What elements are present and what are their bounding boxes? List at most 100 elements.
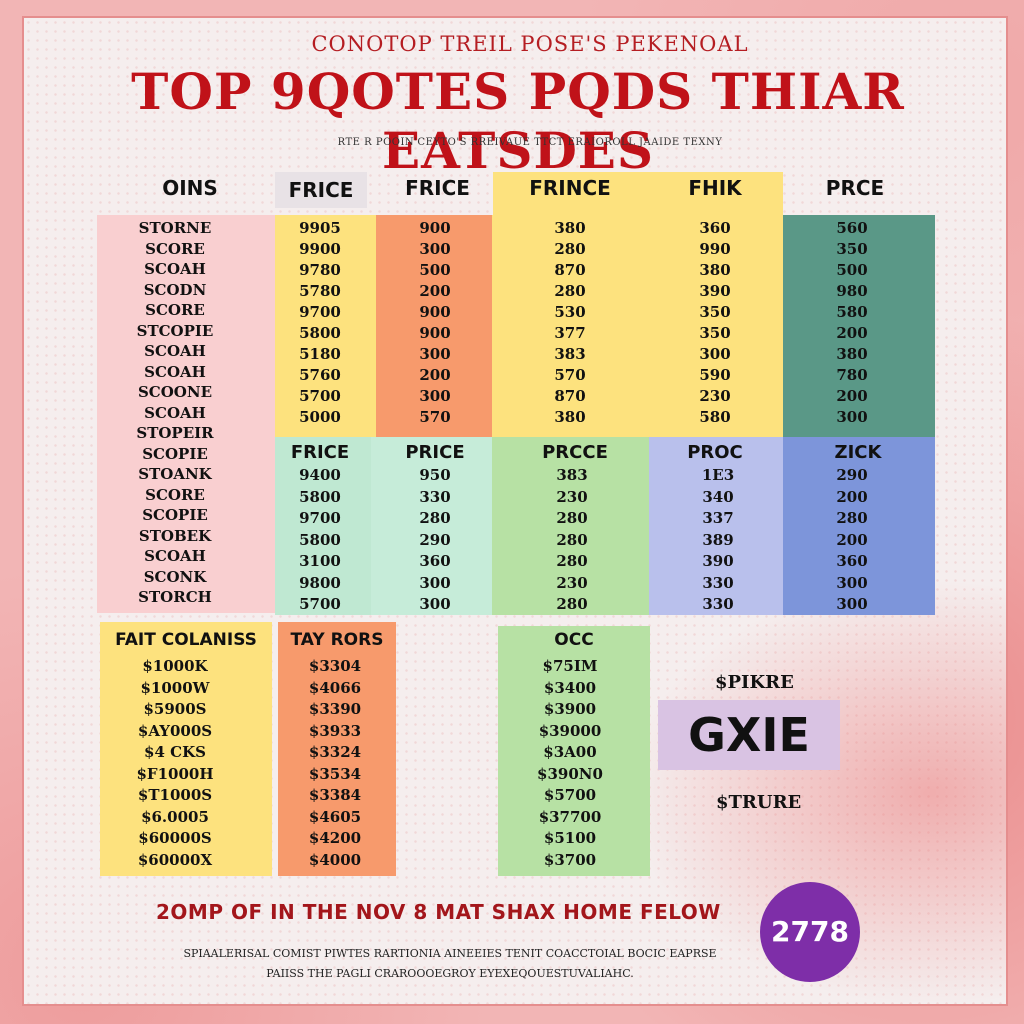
name-cell: SCOONE: [137, 383, 213, 401]
name-cell: SCOPIE: [142, 506, 208, 524]
value-cell: 780: [836, 366, 868, 384]
value-cell: 330: [702, 595, 734, 613]
value-cell: 360: [699, 219, 731, 237]
value-cell: $4 CKS: [144, 743, 206, 761]
upper-column-1: 9905 9900 9780 5780 9700 5800 5180 5760 5700 5000: [280, 218, 360, 428]
bottom-yellow-block: [100, 622, 272, 876]
value-cell: 383: [554, 345, 586, 363]
bottom-green-header: OCC: [554, 630, 594, 650]
value-cell: 900: [419, 219, 451, 237]
value-cell: 300: [419, 595, 451, 613]
value-cell: $3933: [308, 721, 362, 740]
name-cell: STCOPIE: [136, 321, 214, 340]
value-cell: 3100: [299, 552, 341, 570]
bottom-yellow-header: FAIT COLANISS: [115, 630, 257, 650]
value-cell: 230: [699, 387, 731, 405]
value-cell: $75IM: [542, 657, 598, 675]
footer-fine-line-1: SPIAALERISAL COMIST PIWTES RARTIONIA AIN…: [183, 947, 717, 960]
lower-header-3: PRCCE: [542, 442, 608, 463]
lower-column-4: 1E3 340 337 389 390 330 330: [678, 465, 758, 616]
value-cell: 390: [702, 552, 734, 570]
value-cell: $3384: [308, 786, 362, 804]
value-cell: $3700: [543, 850, 597, 869]
value-cell: 290: [419, 530, 451, 549]
lower-column-1: 9400 5800 9700 5800 3100 9800 5700: [280, 465, 360, 616]
value-cell: $4066: [308, 678, 362, 697]
value-cell: 560: [836, 219, 868, 237]
footer-headline: 2OMP OF IN THE NOV 8 MAT SHAX HOME FELOW: [156, 900, 721, 924]
value-cell: 390: [699, 282, 731, 300]
value-cell: 280: [554, 282, 586, 300]
value-cell: 200: [419, 366, 451, 384]
value-cell: 350: [699, 324, 731, 342]
header-yellow-band: [493, 172, 783, 216]
value-cell: 9800: [299, 573, 341, 592]
block-yellow-2: [492, 215, 783, 437]
value-cell: 300: [419, 345, 451, 363]
header-frince: FRINCE: [529, 176, 611, 200]
top-line: CONOTOP TREIL POSE'S PEKENOAL: [311, 32, 749, 56]
header-oins: OINS: [162, 176, 218, 200]
value-cell: 5000: [299, 408, 341, 426]
value-cell: $T1000S: [137, 786, 213, 804]
names-column: STORNE SCORE SCOAH SCODN SCORE STCOPIE SCOAH SC…: [105, 218, 245, 608]
name-cell: SCORE: [145, 301, 205, 319]
value-cell: $60000X: [137, 850, 213, 869]
block-blue: [783, 437, 935, 615]
value-cell: 330: [702, 573, 734, 592]
value-cell: 280: [556, 530, 588, 549]
name-cell: SCOAH: [144, 547, 206, 565]
value-cell: 380: [554, 219, 586, 237]
value-cell: 500: [419, 261, 451, 279]
value-cell: 9700: [299, 509, 341, 527]
value-cell: 5760: [299, 366, 341, 384]
value-cell: 980: [836, 282, 868, 300]
value-cell: 5800: [299, 487, 341, 506]
value-cell: 300: [699, 345, 731, 363]
value-cell: 990: [699, 240, 731, 258]
name-cell: SCORE: [145, 485, 205, 504]
subtitle: RTE R POOIN'CEYTO'S RREIVAUE TTCT ERAIOR…: [337, 137, 723, 148]
block-mint-2: [371, 437, 492, 615]
value-cell: 337: [702, 509, 734, 527]
upper-column-4: 360 990 380 390 350 350 300 590 230 580: [675, 218, 755, 428]
value-cell: 340: [702, 487, 734, 506]
value-cell: 280: [419, 509, 451, 527]
value-cell: $5700: [543, 786, 597, 804]
value-cell: $4000: [308, 850, 362, 869]
block-lavender: [649, 437, 783, 615]
value-cell: 5800: [299, 530, 341, 549]
lower-header-2: PRICE: [405, 442, 465, 463]
value-cell: $5900S: [143, 700, 207, 718]
value-cell: $390N0: [537, 764, 603, 783]
value-cell: 9700: [299, 303, 341, 321]
value-cell: 300: [836, 573, 868, 592]
bottom-orange-header: TAY RORS: [290, 630, 384, 650]
value-cell: 280: [554, 240, 586, 258]
name-cell: SCORE: [145, 239, 205, 258]
name-cell: STOANK: [138, 465, 212, 483]
value-cell: 530: [554, 303, 586, 321]
bottom-yellow-values: $1000K $1000W $5900S $AY000S $4 CKS $F1000H $T…: [120, 656, 230, 871]
value-cell: $60000S: [138, 829, 212, 847]
value-cell: $3400: [543, 678, 597, 697]
value-cell: $F1000H: [136, 764, 214, 783]
value-cell: 350: [699, 303, 731, 321]
value-cell: $4605: [308, 807, 362, 826]
value-cell: $6.0005: [141, 807, 209, 826]
value-cell: 300: [419, 573, 451, 592]
block-mint-1: [275, 437, 371, 615]
value-cell: 870: [554, 261, 586, 279]
value-cell: 350: [836, 240, 868, 258]
lower-header-4: PROC: [687, 442, 743, 463]
value-cell: 900: [419, 324, 451, 342]
badge: 2778: [760, 882, 860, 982]
value-cell: 280: [556, 595, 588, 613]
name-cell: SCODN: [143, 280, 207, 299]
bottom-orange-values: $3304 $4066 $3390 $3933 $3324 $3534 $3384 $4605…: [295, 656, 375, 871]
value-cell: 300: [419, 387, 451, 405]
value-cell: 300: [836, 595, 868, 613]
value-cell: 9780: [299, 261, 341, 279]
footer-fine-print: SPIAALERISAL COMIST PIWTES RARTIONIA AIN…: [150, 944, 750, 984]
name-cell: STOBEK: [138, 526, 212, 545]
